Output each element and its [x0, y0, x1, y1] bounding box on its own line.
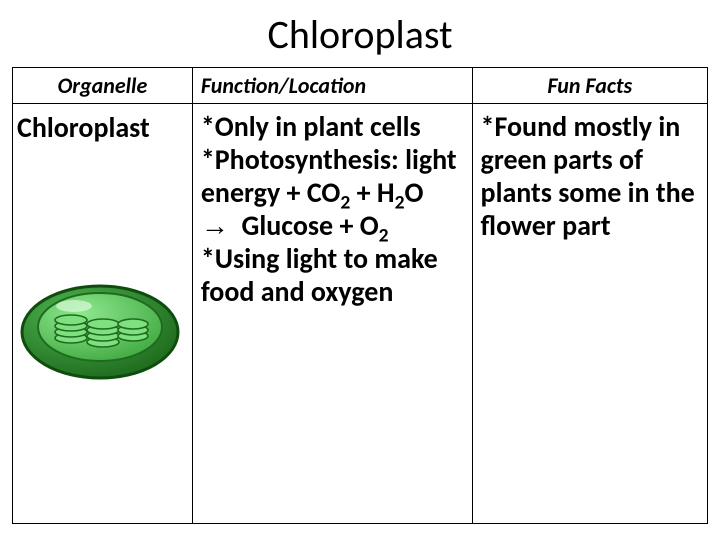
- table-row: Chloroplast: [13, 104, 708, 524]
- header-function: Function/Location: [192, 68, 472, 104]
- page-title: Chloroplast: [0, 0, 720, 67]
- cell-facts: *Found mostly in green parts of plants s…: [472, 104, 707, 524]
- table-header-row: Organelle Function/Location Fun Facts: [13, 68, 708, 104]
- cell-organelle: Chloroplast: [13, 104, 193, 524]
- header-facts: Fun Facts: [472, 68, 707, 104]
- organelle-name: Chloroplast: [13, 104, 192, 149]
- chloroplast-icon: [19, 274, 181, 384]
- organelle-table: Organelle Function/Location Fun Facts Ch…: [12, 67, 708, 524]
- cell-function: *Only in plant cells*Photosynthesis: lig…: [192, 104, 472, 524]
- header-organelle: Organelle: [13, 68, 193, 104]
